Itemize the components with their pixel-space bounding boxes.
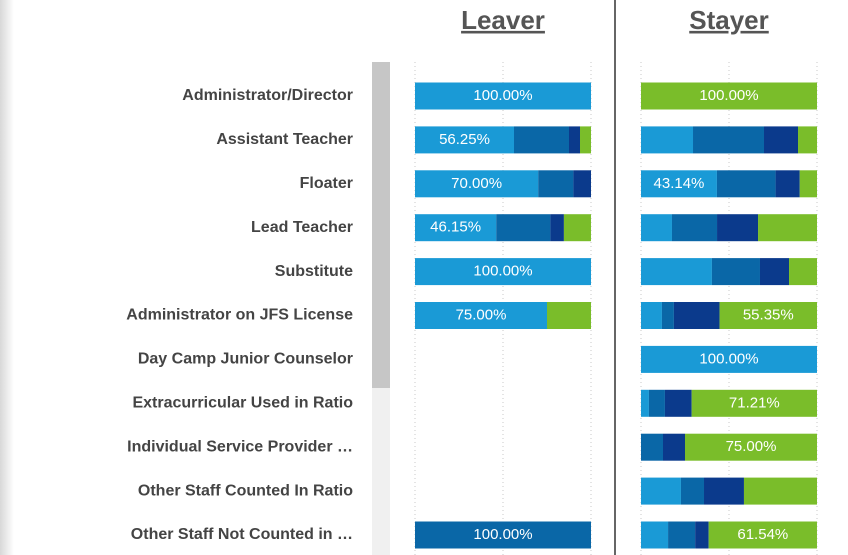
- value-label: 70.00%: [451, 175, 502, 192]
- value-label: 75.00%: [726, 438, 777, 455]
- bar-segment: [641, 170, 717, 198]
- category-label: Assistant Teacher: [216, 131, 353, 148]
- bar-segment: [641, 214, 672, 242]
- bar-segment: [663, 433, 685, 461]
- scroll-track: [372, 388, 390, 555]
- bar-segment: [789, 258, 817, 286]
- category-label: Extracurricular Used in Ratio: [132, 395, 353, 412]
- bar-segment: [641, 389, 649, 417]
- bar-segment: [415, 126, 514, 154]
- bar-segment: [641, 126, 694, 154]
- value-label: 100.00%: [473, 87, 532, 104]
- bar-segment: [415, 82, 591, 110]
- bar-segment: [704, 477, 744, 505]
- value-label: 100.00%: [473, 526, 532, 543]
- bar-segment: [415, 302, 547, 329]
- value-label: 100.00%: [473, 263, 532, 280]
- value-label: 100.00%: [699, 350, 758, 367]
- bar-segment: [538, 170, 574, 198]
- bar-segment: [514, 126, 569, 154]
- value-label: 71.21%: [729, 394, 780, 411]
- panel-title: Leaver: [461, 5, 545, 35]
- bar-segment: [580, 126, 591, 154]
- value-label: 61.54%: [737, 526, 788, 543]
- bar-segment: [764, 126, 799, 154]
- bar-segment: [563, 214, 591, 242]
- category-label: Administrator/Director: [182, 87, 353, 104]
- bar-segment: [775, 170, 800, 198]
- bar-segment: [673, 302, 720, 329]
- bar-segment: [743, 477, 817, 505]
- panel-title: Stayer: [689, 5, 769, 35]
- bar-segment: [711, 258, 760, 286]
- bar-segment: [547, 302, 591, 329]
- bar-segment: [496, 214, 551, 242]
- bar-segment: [661, 302, 674, 329]
- value-label: 46.15%: [430, 219, 481, 236]
- bar-segment: [641, 345, 817, 373]
- bar-segment: [708, 521, 817, 549]
- bar-segment: [415, 170, 539, 198]
- scrollbar[interactable]: [372, 62, 390, 388]
- bar-segment: [671, 214, 718, 242]
- bar-segment: [415, 521, 591, 549]
- bar-segment: [719, 302, 817, 329]
- bar-segment: [717, 214, 759, 242]
- bar-segment: [685, 433, 817, 461]
- category-label: Substitute: [275, 263, 353, 280]
- category-label: Day Camp Junior Counselor: [138, 351, 353, 368]
- bar-segment: [641, 433, 663, 461]
- bar-segment: [648, 389, 665, 417]
- category-label: Individual Service Provider …: [127, 438, 353, 455]
- bar-segment: [695, 521, 709, 549]
- bar-segment: [691, 389, 817, 417]
- value-label: 75.00%: [456, 306, 507, 323]
- category-label: Other Staff Counted In Ratio: [138, 482, 353, 499]
- bar-segment: [799, 170, 817, 198]
- category-label: Lead Teacher: [251, 219, 353, 236]
- value-label: 100.00%: [699, 87, 758, 104]
- value-label: 55.35%: [743, 306, 794, 323]
- bar-segment: [573, 170, 591, 198]
- bar-segment: [758, 214, 817, 242]
- bar-segment: [680, 477, 705, 505]
- value-label: 56.25%: [439, 131, 490, 148]
- bar-segment: [668, 521, 696, 549]
- value-label: 43.14%: [654, 175, 705, 192]
- bar-segment: [641, 258, 712, 286]
- bar-segment: [641, 82, 817, 110]
- bar-segment: [641, 302, 662, 329]
- category-label: Floater: [300, 175, 353, 192]
- edge-shadow: [0, 0, 14, 555]
- bar-segment: [415, 258, 591, 286]
- bar-segment: [716, 170, 776, 198]
- bar-segment: [759, 258, 790, 286]
- bar-segment: [664, 389, 692, 417]
- bar-segment: [641, 521, 669, 549]
- bar-segment: [798, 126, 818, 154]
- category-label: Administrator on JFS License: [126, 307, 353, 324]
- category-label: Other Staff Not Counted in …: [131, 526, 353, 543]
- bar-segment: [569, 126, 580, 154]
- bar-segment: [550, 214, 564, 242]
- bar-segment: [693, 126, 765, 154]
- bar-segment: [641, 477, 681, 505]
- bar-segment: [415, 214, 497, 242]
